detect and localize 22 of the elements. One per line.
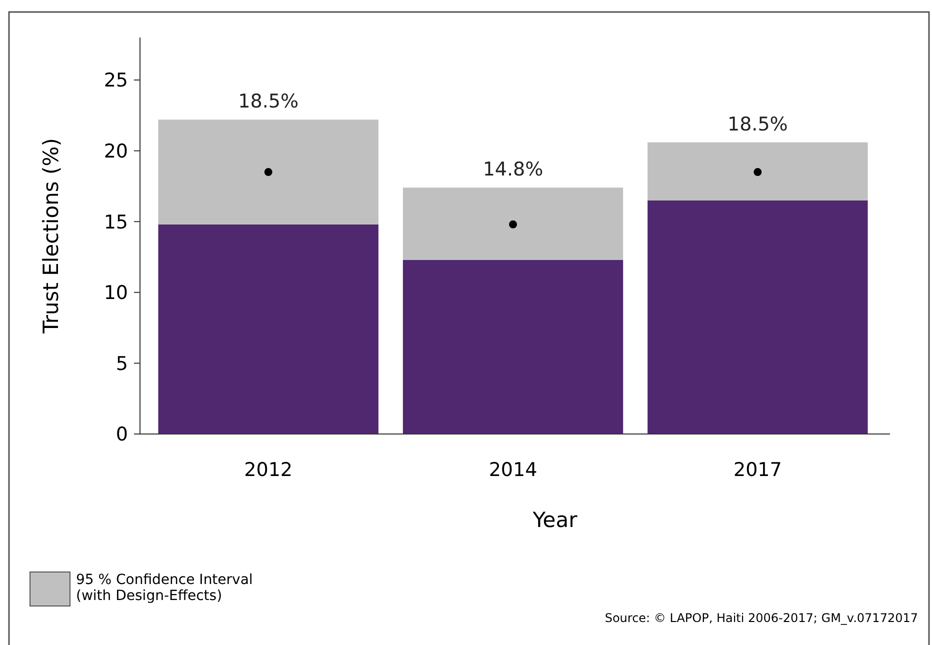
bar bbox=[158, 224, 378, 434]
y-axis-title: Trust Elections (%) bbox=[39, 138, 63, 334]
bar bbox=[158, 120, 378, 224]
y-tick-label: 10 bbox=[104, 282, 128, 304]
x-tick-label: 2012 bbox=[244, 459, 293, 481]
bar bbox=[648, 200, 868, 434]
data-label: 18.5% bbox=[238, 90, 299, 113]
bar bbox=[648, 142, 868, 200]
source-note: Source: © LAPOP, Haiti 2006-2017; GM_v.07172017 bbox=[604, 611, 918, 625]
text: 95 % Confidence Interval (with Design-Effects) bbox=[76, 572, 253, 604]
bar bbox=[402, 260, 624, 434]
data-label: 14.8% bbox=[482, 158, 544, 181]
x-axis-title: Year bbox=[532, 508, 578, 532]
bar bbox=[402, 188, 624, 260]
y-tick-label: 5 bbox=[116, 352, 128, 375]
x-tick-label: 2017 bbox=[733, 459, 782, 481]
x-tick-label: 2014 bbox=[488, 459, 538, 481]
y-tick-label: 15 bbox=[104, 211, 128, 234]
y-tick-label: 25 bbox=[104, 70, 128, 92]
y-tick-label: 20 bbox=[104, 140, 128, 162]
y-tick-label: 0 bbox=[116, 424, 128, 446]
data-label: 18.5% bbox=[727, 113, 788, 136]
